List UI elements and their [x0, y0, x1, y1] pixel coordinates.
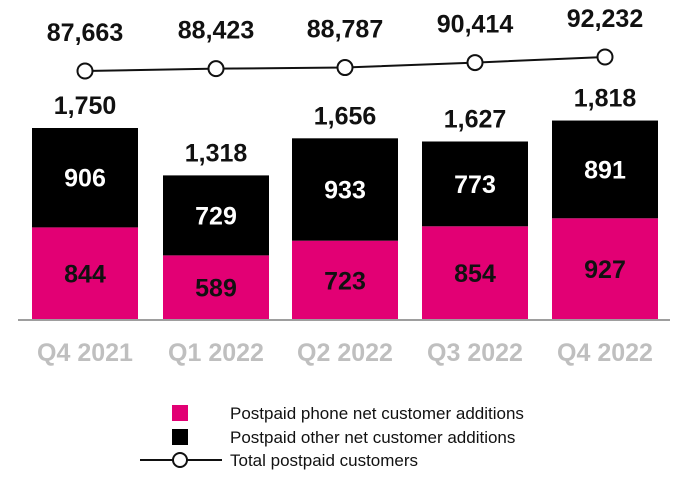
legend-label-total: Total postpaid customers	[230, 451, 418, 470]
bar-phone-2	[292, 240, 398, 320]
bar-phone-0	[32, 227, 138, 320]
bars-layer: 844 906 1,750 589 729 1,318 723 933 1,656 854 773 1…	[32, 85, 658, 320]
total-customers-line: 87,663 88,423 88,787 90,414 92,232	[47, 5, 643, 80]
total-line-label-4: 92,232	[567, 5, 643, 33]
total-line-point-1	[207, 60, 225, 78]
legend-swatch-phone	[172, 405, 188, 421]
total-line-point-4	[596, 48, 614, 66]
x-tick-label-0: Q4 2021	[37, 339, 133, 367]
bar-other-label-0: 906	[64, 165, 106, 193]
bar-phone-label-3: 854	[454, 260, 496, 288]
bar-total-label-2: 1,656	[314, 102, 377, 130]
x-tick-label-1: Q1 2022	[168, 339, 264, 367]
bar-other-label-3: 773	[454, 171, 496, 199]
bar-other-label-2: 933	[324, 176, 366, 204]
total-line-point-0	[76, 62, 94, 80]
bar-other-4	[552, 120, 658, 219]
x-tick-label-3: Q3 2022	[427, 339, 523, 367]
bar-total-label-3: 1,627	[444, 105, 507, 133]
x-tick-label-2: Q2 2022	[297, 339, 393, 367]
bar-total-label-0: 1,750	[54, 92, 117, 120]
bar-phone-label-1: 589	[195, 275, 237, 303]
total-line-label-2: 88,787	[307, 16, 383, 44]
bar-other-0	[32, 128, 138, 228]
bar-total-label-4: 1,818	[574, 85, 637, 113]
bar-phone-label-0: 844	[64, 261, 106, 289]
bar-other-2	[292, 138, 398, 241]
bar-other-label-1: 729	[195, 202, 237, 230]
bar-phone-label-2: 723	[324, 267, 366, 295]
x-tick-labels: Q4 2021 Q1 2022 Q2 2022 Q3 2022 Q4 2022	[37, 339, 653, 367]
bar-phone-4	[552, 218, 658, 320]
total-line-point-2	[336, 59, 354, 77]
total-line-point-3	[466, 54, 484, 72]
bar-other-label-4: 891	[584, 156, 626, 184]
x-tick-label-4: Q4 2022	[557, 339, 653, 367]
legend-line-marker	[172, 452, 188, 468]
total-line-label-3: 90,414	[437, 11, 514, 39]
total-line-label-0: 87,663	[47, 19, 123, 47]
legend-swatch-other	[172, 429, 188, 445]
legend-label-phone: Postpaid phone net customer additions	[230, 404, 524, 423]
legend-label-other: Postpaid other net customer additions	[230, 428, 515, 447]
bar-other-3	[422, 141, 528, 227]
bar-other-1	[163, 175, 269, 256]
bar-total-label-1: 1,318	[185, 139, 248, 167]
total-line-label-1: 88,423	[178, 17, 254, 45]
bar-phone-3	[422, 226, 528, 320]
bar-phone-1	[163, 255, 269, 320]
legend: Postpaid phone net customer additions Po…	[140, 404, 524, 470]
bar-phone-label-4: 927	[584, 256, 626, 284]
